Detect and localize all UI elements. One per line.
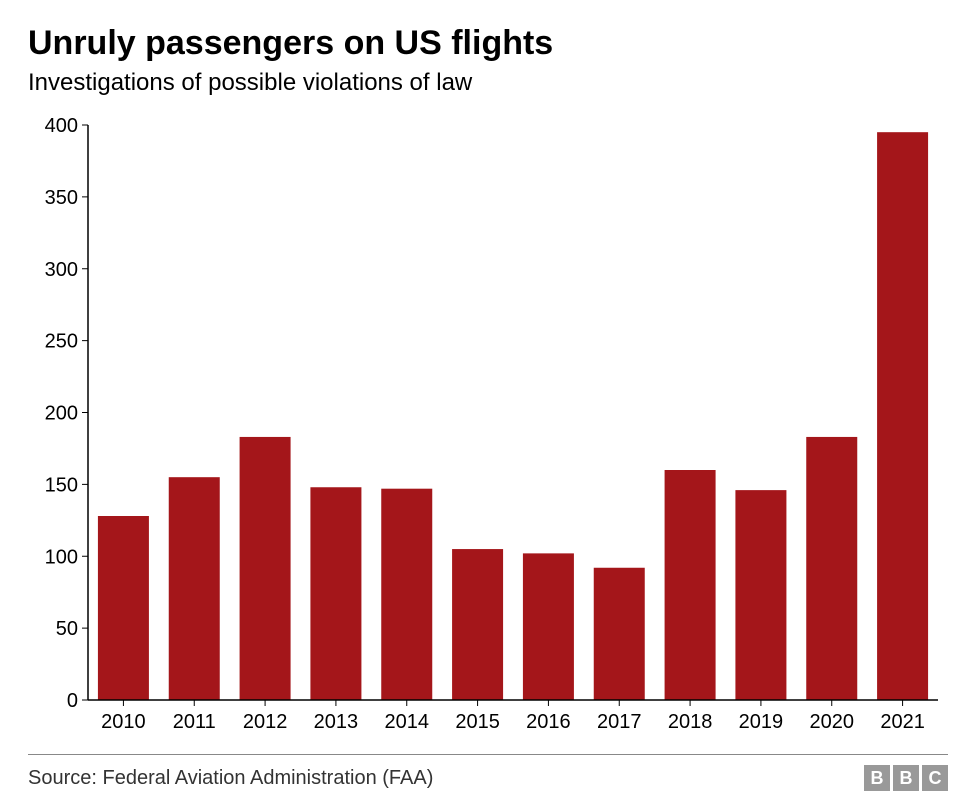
bar (523, 553, 574, 700)
y-tick-label: 100 (45, 546, 78, 568)
bar (98, 516, 149, 700)
x-tick-label: 2010 (101, 711, 146, 733)
chart-title: Unruly passengers on US flights (28, 24, 948, 63)
x-tick-label: 2012 (243, 711, 288, 733)
bar (169, 477, 220, 700)
bar (806, 437, 857, 700)
y-tick-label: 200 (45, 403, 78, 425)
x-tick-label: 2019 (739, 711, 784, 733)
bar (735, 490, 786, 700)
bar (452, 549, 503, 700)
x-tick-label: 2014 (385, 711, 430, 733)
x-tick-label: 2016 (526, 711, 571, 733)
bar (594, 568, 645, 700)
y-tick-label: 300 (45, 259, 78, 281)
chart-footer: Source: Federal Aviation Administration … (28, 765, 948, 791)
x-tick-label: 2011 (173, 711, 216, 733)
bbc-logo-letter: B (893, 765, 919, 791)
source-text: Source: Federal Aviation Administration … (28, 767, 433, 790)
bar (665, 470, 716, 700)
y-tick-label: 400 (45, 115, 78, 137)
x-tick-label: 2020 (810, 711, 855, 733)
x-tick-label: 2013 (314, 711, 359, 733)
footer-divider (28, 754, 948, 755)
bar-chart: 0 50 100 150 200 250 300 350 400 2010 2011 2012 2013… (28, 115, 948, 740)
y-tick-label: 250 (45, 331, 78, 353)
y-tick-label: 0 (67, 690, 78, 712)
chart-subtitle: Investigations of possible violations of… (28, 69, 948, 97)
y-tick-label: 350 (45, 187, 78, 209)
x-tick-label: 2017 (597, 711, 642, 733)
bar (381, 489, 432, 700)
x-tick-label: 2015 (455, 711, 500, 733)
y-tick-label: 150 (45, 474, 78, 496)
bbc-logo: B B C (864, 765, 948, 791)
x-tick-label: 2021 (880, 711, 925, 733)
chart-area: 0 50 100 150 200 250 300 350 400 2010 2011 2012 2013… (28, 115, 948, 740)
bar (240, 437, 291, 700)
x-tick-label: 2018 (668, 711, 713, 733)
bbc-logo-letter: B (864, 765, 890, 791)
bbc-logo-letter: C (922, 765, 948, 791)
bar (877, 132, 928, 700)
chart-container: Unruly passengers on US flights Investig… (0, 0, 976, 811)
y-tick-label: 50 (56, 618, 78, 640)
bar (310, 487, 361, 700)
